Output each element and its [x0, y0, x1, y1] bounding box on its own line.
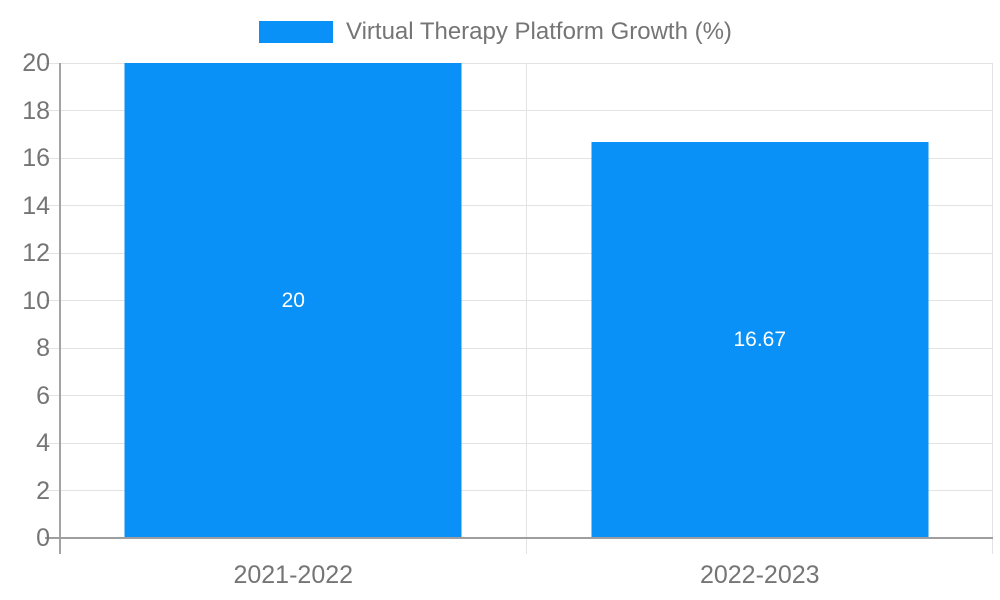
- x-tick-label-2021-2022: 2021-2022: [233, 561, 354, 589]
- gridline-y-12: [45, 252, 993, 254]
- y-tick-label-10: 10: [22, 286, 50, 315]
- gridline-y-20: [45, 62, 993, 64]
- bar-value-label-2022-2023: 16.67: [733, 328, 787, 352]
- y-tick-label-8: 8: [36, 334, 50, 362]
- y-tick-label-6: 6: [36, 381, 50, 410]
- legend: Virtual Therapy Platform Growth (%): [259, 19, 732, 45]
- bar-2022-2023: 16.67: [591, 142, 929, 538]
- plot-area: 20 16.67 0 2 4 6 8 10 12 14 16 18 20 2021-2022 2022-…: [22, 49, 993, 589]
- gridline-x-right: [992, 63, 993, 554]
- gridline-x-middle: [525, 63, 527, 554]
- y-tick-label-18: 18: [22, 96, 50, 125]
- bar-2021-2022: 20: [124, 63, 462, 538]
- y-axis-line: [59, 63, 61, 554]
- gridline-y-2: [45, 490, 993, 491]
- gridline-y-6: [45, 395, 993, 396]
- y-tick-label-0: 0: [36, 524, 50, 552]
- gridline-y-14: [45, 205, 993, 206]
- x-tick-label-2022-2023: 2022-2023: [699, 561, 820, 589]
- y-tick-label-2: 2: [36, 476, 50, 505]
- legend-swatch: [259, 21, 333, 43]
- legend-label: Virtual Therapy Platform Growth (%): [346, 18, 732, 45]
- gridline-y-18: [45, 110, 993, 111]
- bar-value-label-2021-2022: 20: [281, 288, 305, 312]
- gridline-y-4: [45, 442, 993, 444]
- y-tick-label-4: 4: [36, 429, 50, 457]
- y-tick-label-12: 12: [22, 239, 50, 267]
- gridline-y-8: [45, 347, 993, 349]
- y-tick-label-20: 20: [22, 49, 50, 77]
- gridline-y-16: [45, 157, 993, 159]
- gridline-y-10: [45, 300, 993, 301]
- y-tick-label-14: 14: [22, 191, 50, 220]
- y-tick-label-16: 16: [22, 144, 50, 172]
- x-axis-line: [45, 537, 993, 539]
